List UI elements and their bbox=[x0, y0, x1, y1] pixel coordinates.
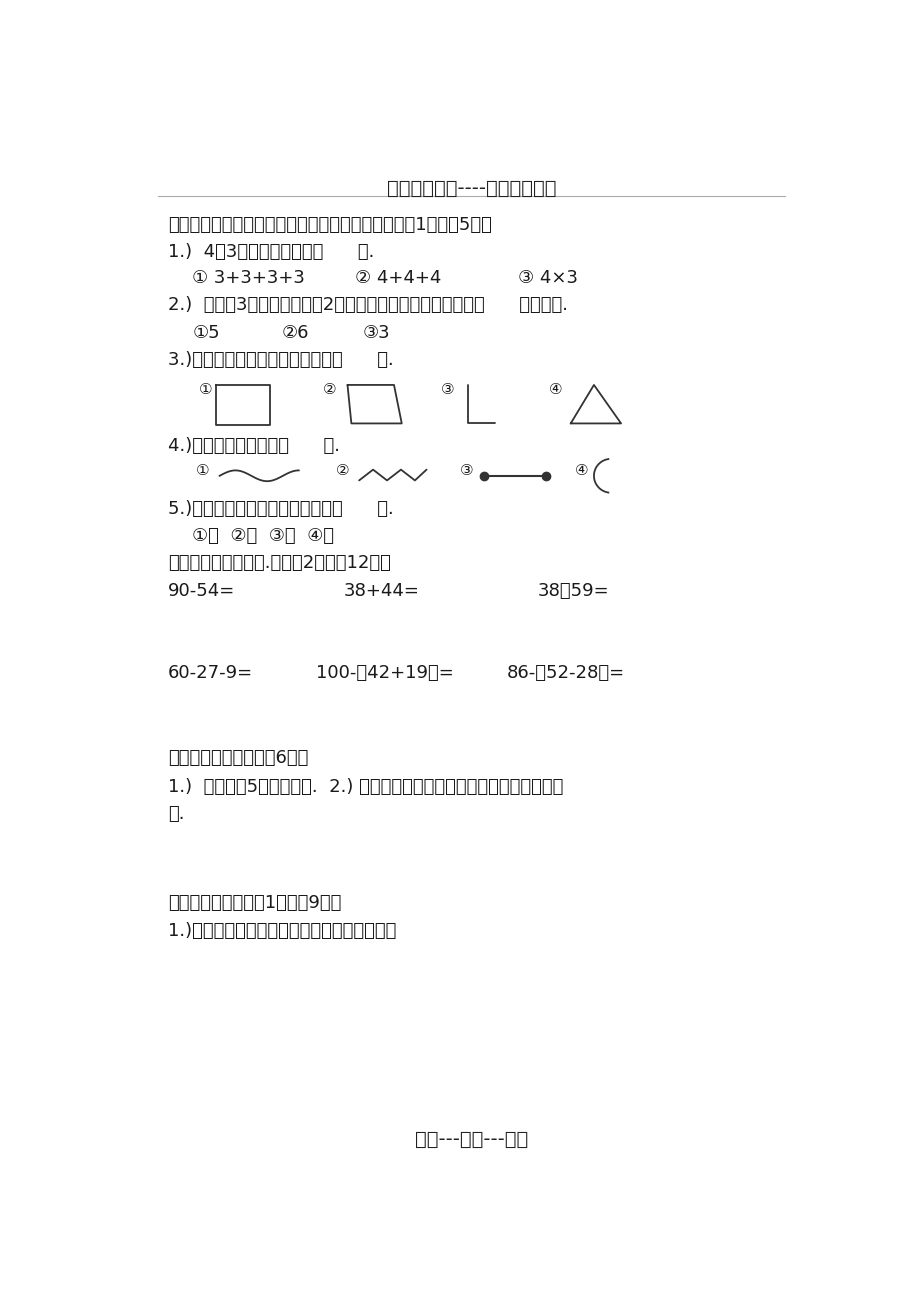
Text: 5.)可以用测量物体长度单位的是（      ）.: 5.)可以用测量物体长度单位的是（ ）. bbox=[167, 500, 393, 518]
Text: ③3: ③3 bbox=[363, 324, 391, 342]
Text: ③: ③ bbox=[440, 381, 454, 397]
Text: ④: ④ bbox=[574, 462, 588, 478]
Text: 38＋59=: 38＋59= bbox=[537, 582, 608, 600]
Text: ①时  ②角  ③分  ④米: ①时 ②角 ③分 ④米 bbox=[192, 527, 335, 546]
Text: ① 3+3+3+3: ① 3+3+3+3 bbox=[192, 270, 305, 288]
Text: 100-（42+19）=: 100-（42+19）= bbox=[316, 664, 454, 682]
Text: ② 4+4+4: ② 4+4+4 bbox=[355, 270, 441, 288]
Text: 86-（52-28）=: 86-（52-28）= bbox=[505, 664, 624, 682]
Text: 2.)  明明有3件不同的衬衣，2条颜色不一样的裙子，一共有（      ）种穿法.: 2.) 明明有3件不同的衬衣，2条颜色不一样的裙子，一共有（ ）种穿法. bbox=[167, 297, 567, 314]
Text: ①: ① bbox=[199, 381, 212, 397]
Text: ③ 4×3: ③ 4×3 bbox=[517, 270, 577, 288]
Text: 五、我会画我会画（共6分）: 五、我会画我会画（共6分） bbox=[167, 749, 308, 767]
Text: ②: ② bbox=[335, 462, 349, 478]
Text: 1.)观察物体（将正确答案的序号填在括号里）: 1.)观察物体（将正确答案的序号填在括号里） bbox=[167, 922, 396, 940]
Text: ④: ④ bbox=[549, 381, 562, 397]
Text: ②: ② bbox=[323, 381, 336, 397]
Text: ①: ① bbox=[196, 462, 209, 478]
Text: 60-27-9=: 60-27-9= bbox=[167, 664, 253, 682]
Text: 90-54=: 90-54= bbox=[167, 582, 234, 600]
Text: 精选优质文档----倾情为你奉上: 精选优质文档----倾情为你奉上 bbox=[386, 180, 556, 198]
Text: 38+44=: 38+44= bbox=[344, 582, 419, 600]
Text: 三、我会选（将正确答案的序号填在括号里）（每题1分，共5分）: 三、我会选（将正确答案的序号填在括号里）（每题1分，共5分） bbox=[167, 216, 491, 233]
Text: ②6: ②6 bbox=[281, 324, 309, 342]
Text: 4.)下列线中，线段是（      ）.: 4.)下列线中，线段是（ ）. bbox=[167, 437, 339, 456]
Text: 四、我会用竖式计算.（每题2分，共12分）: 四、我会用竖式计算.（每题2分，共12分） bbox=[167, 553, 391, 572]
Text: ③: ③ bbox=[460, 462, 473, 478]
Text: ①5: ①5 bbox=[192, 324, 220, 342]
Text: 角.: 角. bbox=[167, 806, 184, 823]
Text: 六、我会动脑（每空1分，共9分）: 六、我会动脑（每空1分，共9分） bbox=[167, 894, 341, 911]
Text: 3.)下列图形中，有二个直角的是（      ）.: 3.)下列图形中，有二个直角的是（ ）. bbox=[167, 352, 393, 368]
Text: 1.)  4个3列成加法算式是（      ）.: 1.) 4个3列成加法算式是（ ）. bbox=[167, 243, 374, 262]
Text: 专心---专注---专业: 专心---专注---专业 bbox=[414, 1130, 528, 1150]
Text: 1.)  画一条比5厘长的线段.  2.) 在下面分别画一个锐角，一个钝角和一个直: 1.) 画一条比5厘长的线段. 2.) 在下面分别画一个锐角，一个钝角和一个直 bbox=[167, 777, 562, 796]
